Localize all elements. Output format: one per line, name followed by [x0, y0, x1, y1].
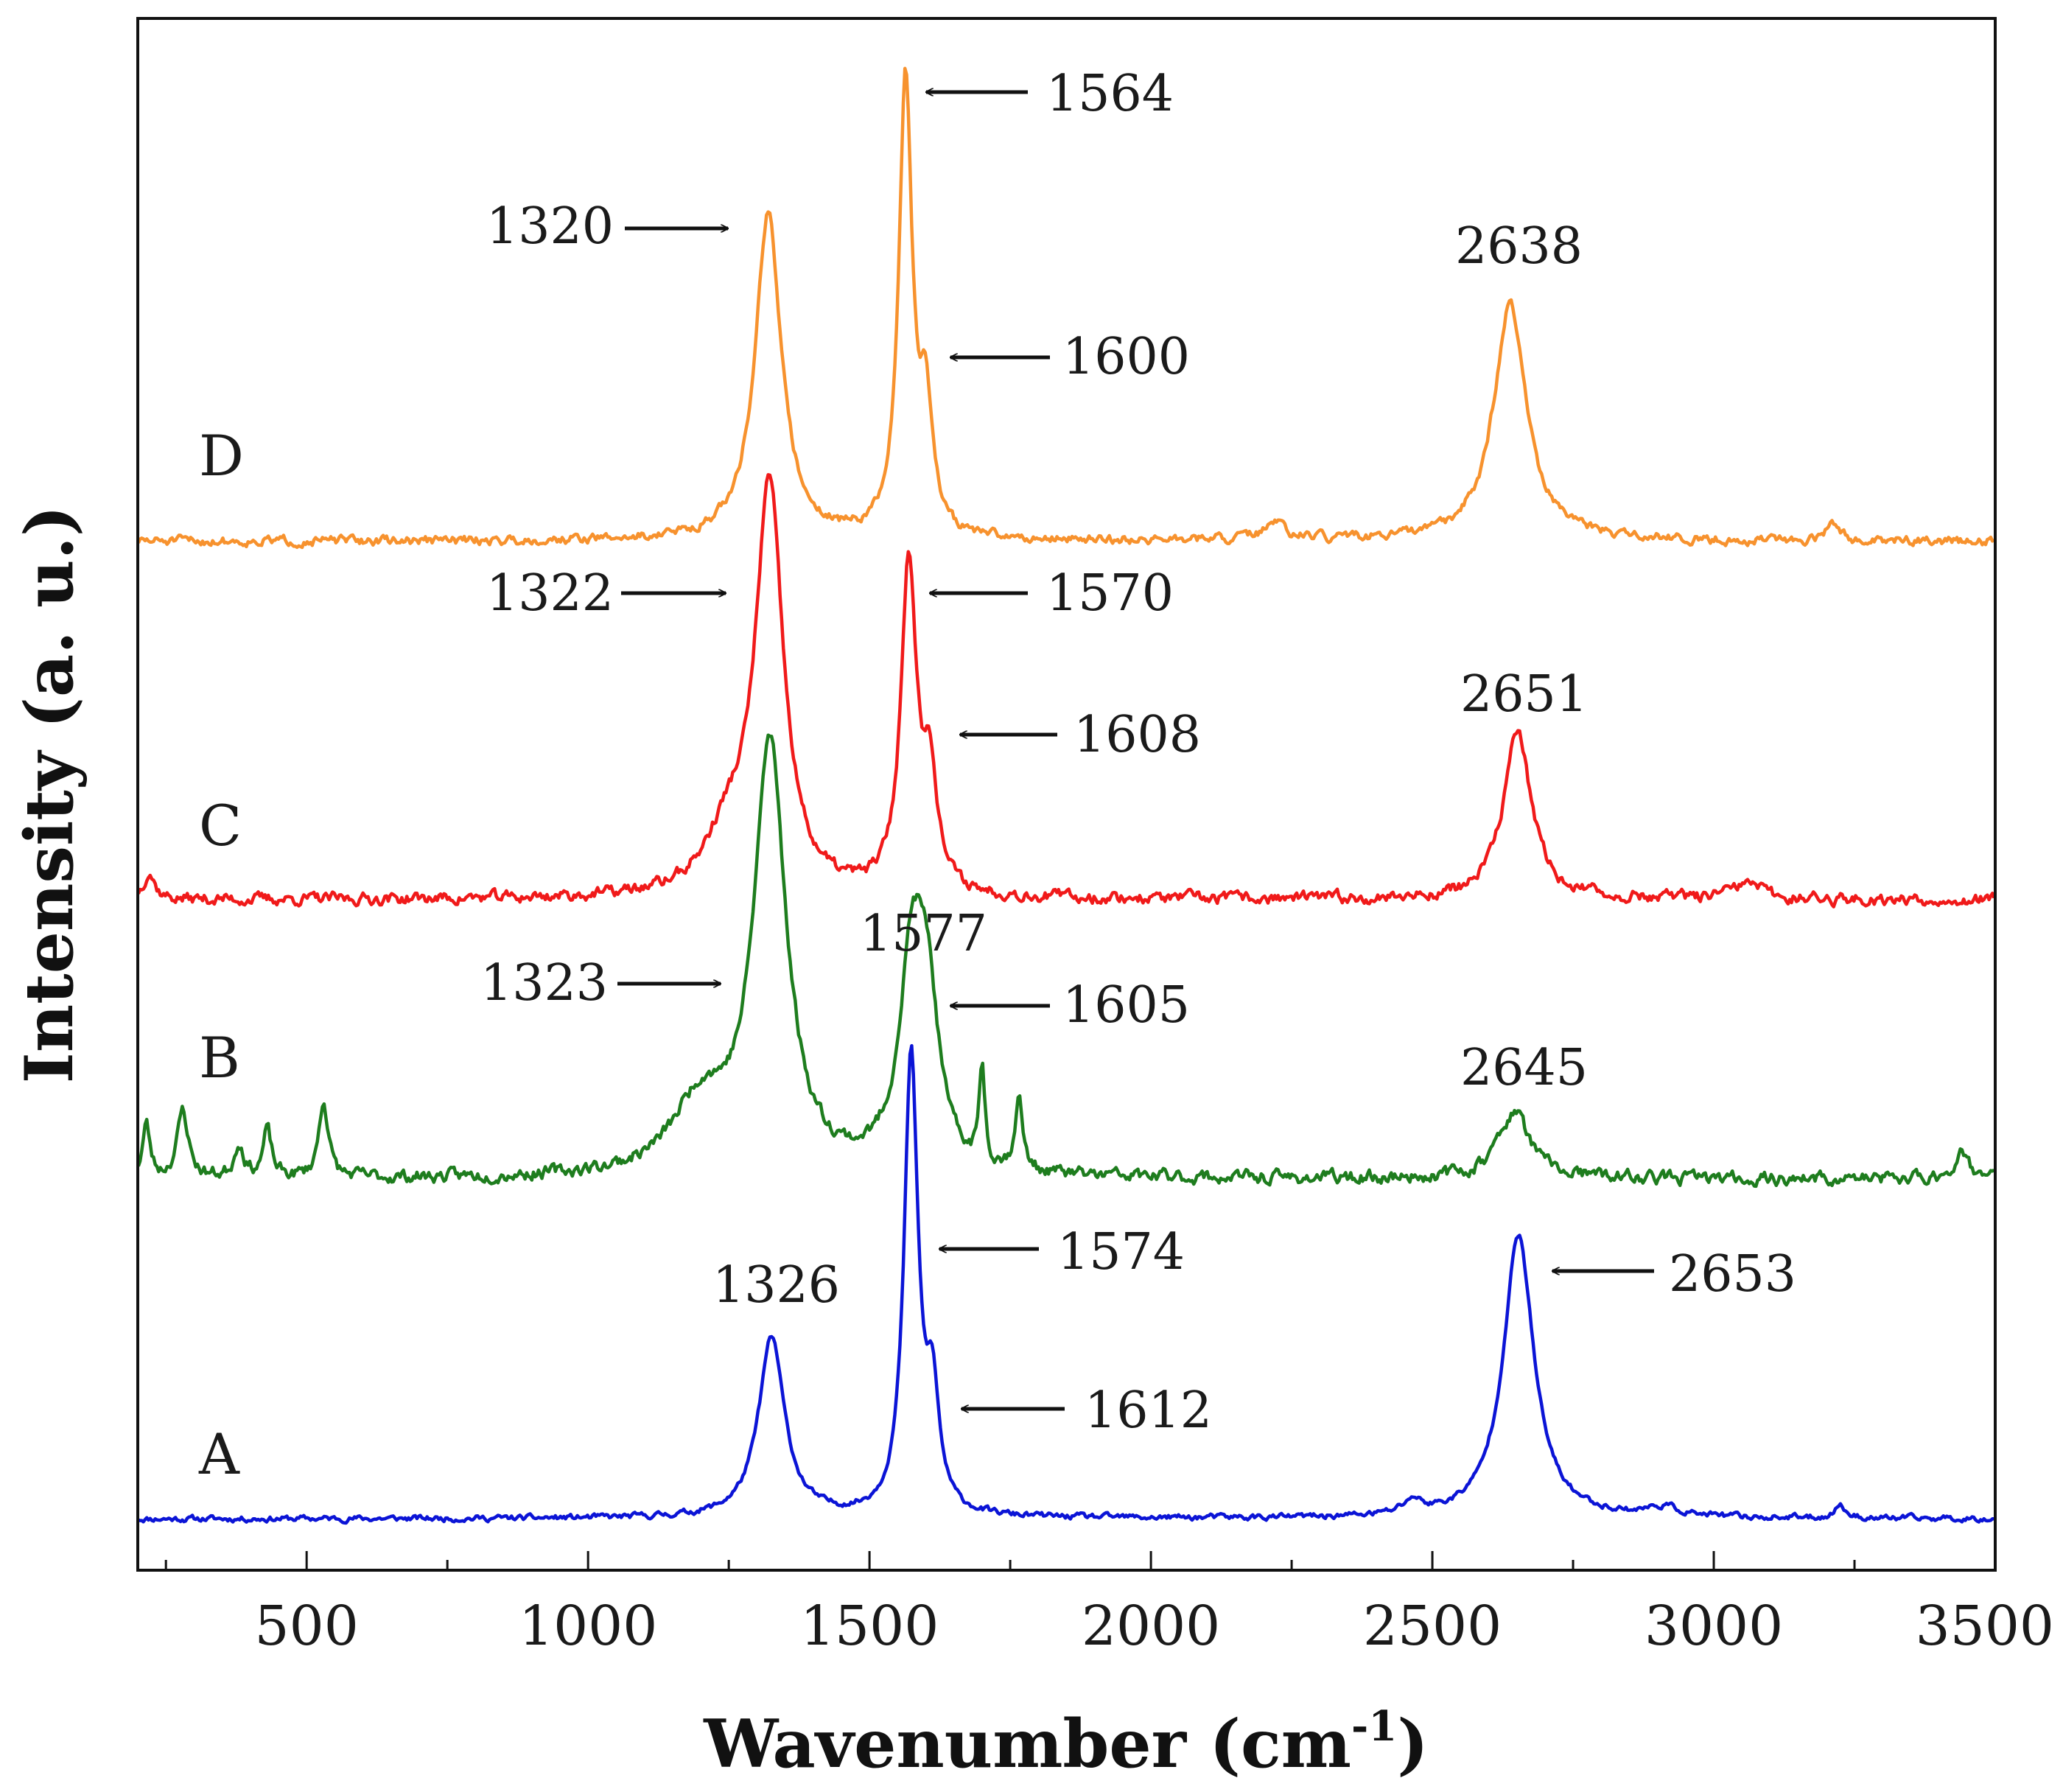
x-axis-ticks: 500 1000 1500 2000 2500 3000 3500 — [164, 1551, 2054, 1658]
peak-label-c-1322: 1322 — [486, 564, 614, 623]
peak-label-d-1564: 1564 — [1046, 65, 1174, 123]
series-line-a — [138, 1043, 1994, 1525]
peak-label-b-1605: 1605 — [1062, 976, 1190, 1035]
peak-label-a-2653: 2653 — [1669, 1245, 1796, 1303]
x-tick-label-1000: 1000 — [519, 1595, 657, 1658]
peak-label-a-1326: 1326 — [712, 1256, 840, 1315]
series-label-b: B — [199, 1025, 240, 1091]
series-label-c: C — [199, 793, 242, 858]
peak-label-c-2651: 2651 — [1460, 665, 1588, 724]
peak-label-b-1577: 1577 — [860, 905, 987, 963]
x-tick-label-500: 500 — [255, 1595, 359, 1658]
x-tick-label-3500: 3500 — [1916, 1595, 2054, 1658]
x-tick-label-2000: 2000 — [1082, 1595, 1220, 1658]
x-tick-label-2500: 2500 — [1363, 1595, 1502, 1658]
peak-label-a-1574: 1574 — [1057, 1223, 1185, 1281]
peak-annotations: 1564 1320 1600 2638 1322 1570 1608 2651 … — [480, 65, 1796, 1440]
x-axis-title-main: Wavenumber (cm — [703, 1705, 1351, 1783]
plot-frame — [136, 17, 1997, 1572]
peak-label-d-2638: 2638 — [1455, 217, 1583, 276]
x-axis-title-close: ) — [1397, 1705, 1429, 1783]
x-tick-label-1500: 1500 — [800, 1595, 939, 1658]
peak-label-b-1323: 1323 — [480, 954, 608, 1012]
peak-label-c-1608: 1608 — [1073, 706, 1201, 764]
series-label-d: D — [199, 423, 244, 489]
peak-label-c-1570: 1570 — [1046, 564, 1174, 623]
peak-label-a-1612: 1612 — [1085, 1382, 1212, 1440]
peak-arrows — [617, 92, 1654, 1409]
series-line-b — [136, 733, 1995, 1189]
x-tick-label-3000: 3000 — [1645, 1595, 1783, 1658]
peak-label-b-2645: 2645 — [1460, 1039, 1588, 1097]
series-layer — [136, 66, 1996, 1525]
series-line-c — [136, 473, 1996, 909]
x-axis-title: Wavenumber (cm-1) — [703, 1702, 1429, 1783]
y-axis-title: Intensity (a. u.) — [10, 505, 88, 1084]
series-line-d — [136, 66, 1995, 550]
peak-label-d-1600: 1600 — [1062, 328, 1190, 386]
x-axis-title-superscript: -1 — [1351, 1702, 1397, 1751]
peak-label-d-1320: 1320 — [486, 197, 614, 256]
series-label-a: A — [198, 1421, 240, 1487]
